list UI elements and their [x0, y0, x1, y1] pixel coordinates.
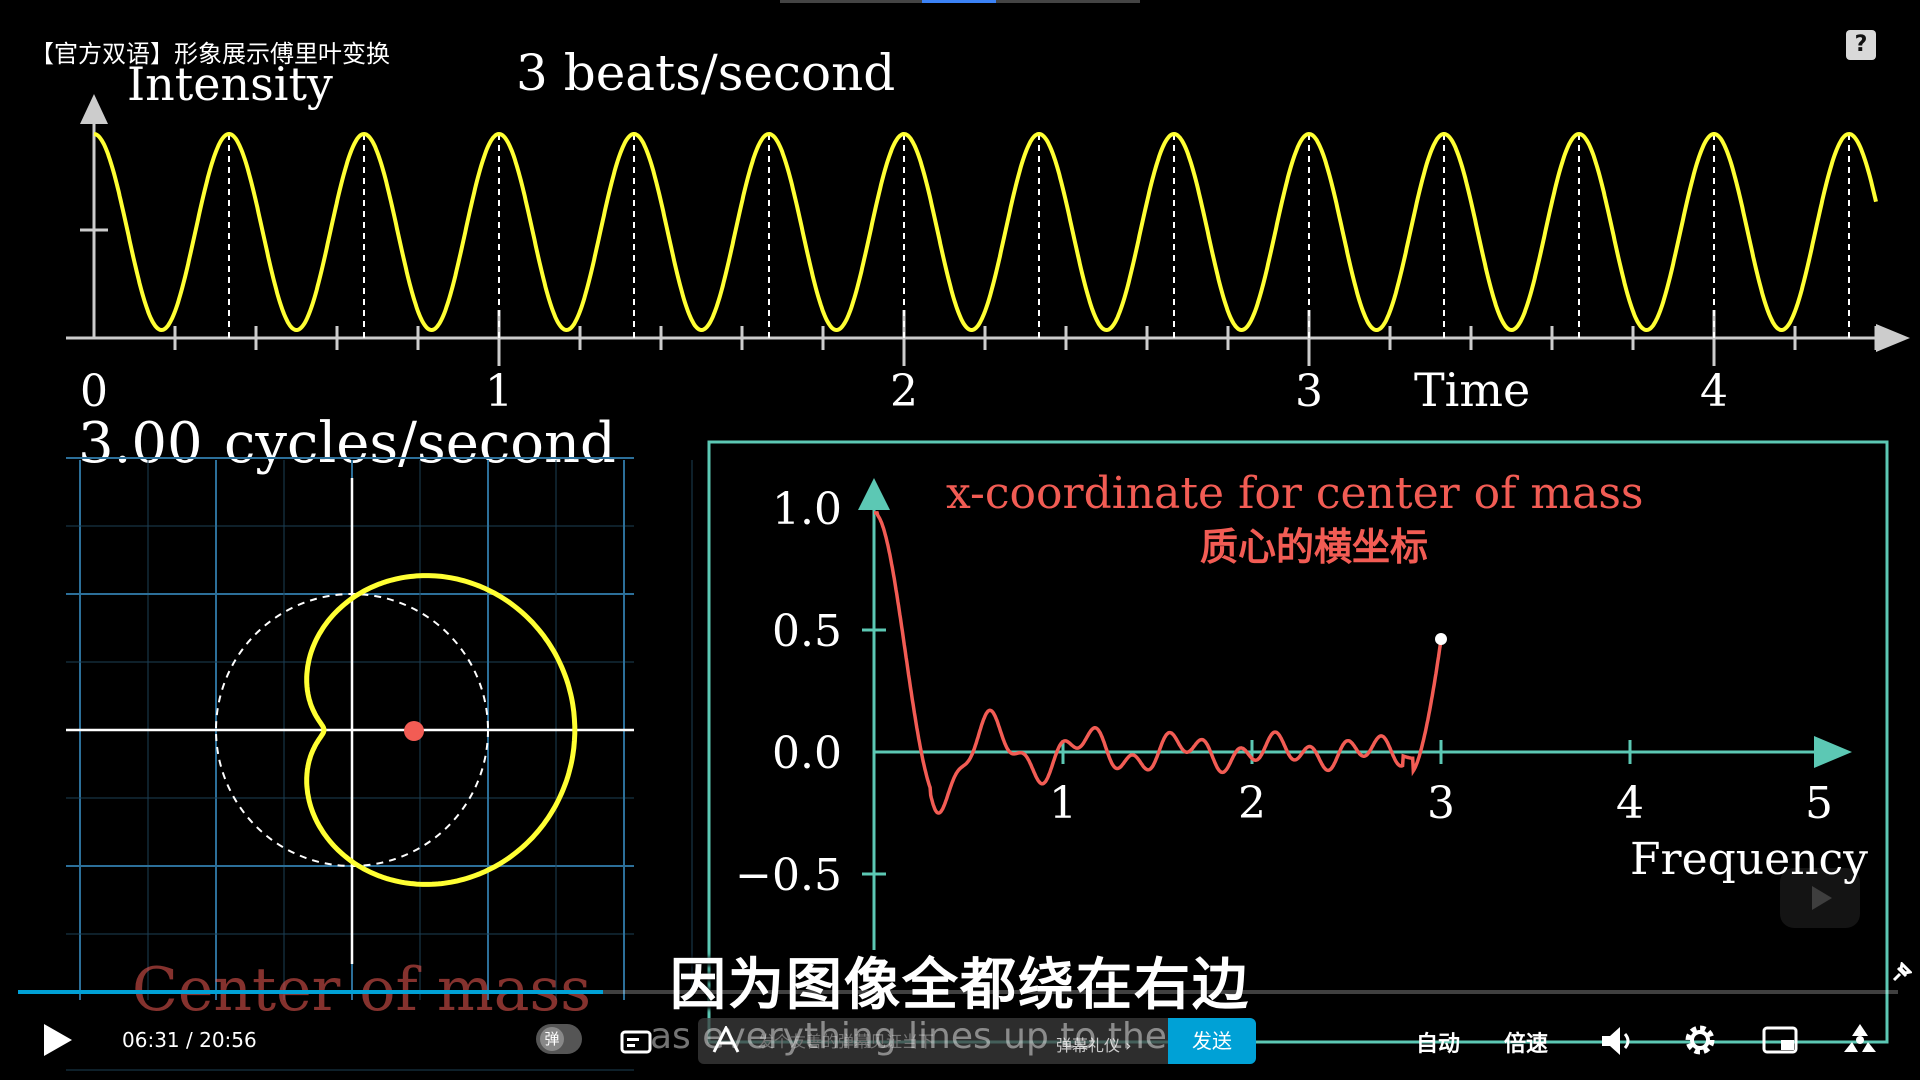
- speed-button[interactable]: 倍速: [1504, 1032, 1549, 1057]
- com-x-tick-1: 1: [1049, 778, 1077, 829]
- youtube-watermark: [1780, 868, 1860, 928]
- center-of-mass-dot: [404, 721, 424, 741]
- top-y-axis-arrow: [80, 94, 108, 124]
- top-x-tick-0: 0: [80, 366, 108, 417]
- danmaku-style-icon[interactable]: [710, 1024, 742, 1063]
- danmaku-settings-icon[interactable]: [620, 1028, 654, 1064]
- top-x-tick-2: 2: [890, 366, 918, 417]
- com-x-tick-3: 3: [1427, 778, 1455, 829]
- com-y-axis-arrow: [858, 478, 890, 510]
- wound-signal: [304, 573, 578, 887]
- com-x-tick-5: 5: [1805, 778, 1833, 829]
- winding-frequency-value: 3.00: [78, 411, 203, 476]
- top-title: 3 beats/second: [516, 44, 895, 102]
- duration: 20:56: [199, 1028, 257, 1052]
- top-x-tick-1: 1: [485, 366, 513, 417]
- danmaku-toggle-label: 弹: [540, 1027, 564, 1051]
- danmaku-toggle[interactable]: 弹: [536, 1024, 582, 1054]
- winding-plot: 3.00 cycles/second Center of mass: [66, 411, 693, 1071]
- com-title: x-coordinate for center of mass: [946, 468, 1644, 519]
- top-xlabel: Time: [1414, 363, 1530, 417]
- pip-icon[interactable]: [1762, 1024, 1800, 1058]
- quality-button[interactable]: 自动: [1416, 1032, 1461, 1057]
- volume-icon[interactable]: [1600, 1024, 1636, 1058]
- top-x-tick-4: 4: [1700, 366, 1728, 417]
- center-of-mass-plot: 1.0 0.5 0.0 −0.5 1 2 3 4 5 Frequency x-c…: [707, 440, 1889, 1044]
- top-x-axis-arrow: [1876, 324, 1910, 352]
- current-time: 06:31: [122, 1028, 180, 1052]
- play-icon[interactable]: [40, 1022, 74, 1058]
- fullscreen-icon[interactable]: [1840, 1022, 1880, 1058]
- com-x-tick-4: 4: [1616, 778, 1644, 829]
- com-y-tick-neg-0.5: −0.5: [735, 850, 842, 901]
- com-current-point: [1435, 633, 1447, 645]
- com-axis-ticks: [862, 506, 1821, 876]
- com-title-cn: 质心的横坐标: [1200, 525, 1428, 569]
- subtitle-text: 因为图像全都绕在右边: [670, 953, 1250, 1018]
- beat-markers: [228, 134, 1850, 338]
- top-signal-plot: Intensity 3 beats/second Time 0 1 2 3 4: [66, 44, 1910, 417]
- help-icon[interactable]: ?: [1846, 30, 1876, 60]
- top-x-tick-3: 3: [1295, 366, 1323, 417]
- time-separator: /: [186, 1028, 193, 1052]
- time-display: 06:31 / 20:56: [122, 1028, 257, 1052]
- com-y-tick-0.5: 0.5: [772, 606, 842, 657]
- top-minor-ticks: [173, 310, 1878, 366]
- top-chapter-indicator: [922, 0, 996, 3]
- com-x-tick-2: 2: [1238, 778, 1266, 829]
- com-y-tick-1.0: 1.0: [772, 484, 842, 535]
- com-plot-frame: [707, 440, 1889, 1044]
- gear-icon[interactable]: [1682, 1022, 1718, 1058]
- com-y-tick-0.0: 0.0: [772, 728, 842, 779]
- send-button[interactable]: 发送: [1168, 1018, 1256, 1064]
- com-xlabel: Frequency: [1630, 834, 1868, 885]
- signal-wave: [93, 131, 1878, 333]
- pin-icon[interactable]: [1890, 960, 1914, 990]
- progress-bar[interactable]: [18, 990, 1898, 994]
- danmaku-etiquette-link[interactable]: 弹幕礼仪 ›: [1056, 1036, 1132, 1055]
- unit-circle: [215, 593, 489, 867]
- progress-bar-played: [18, 990, 603, 994]
- com-curve: [874, 511, 1443, 815]
- top-ylabel: Intensity: [127, 57, 333, 111]
- video-title: 【官方双语】形象展示傅里叶变换: [30, 40, 390, 68]
- com-x-axis-arrow: [1814, 736, 1852, 768]
- danmaku-input[interactable]: [698, 1018, 1168, 1064]
